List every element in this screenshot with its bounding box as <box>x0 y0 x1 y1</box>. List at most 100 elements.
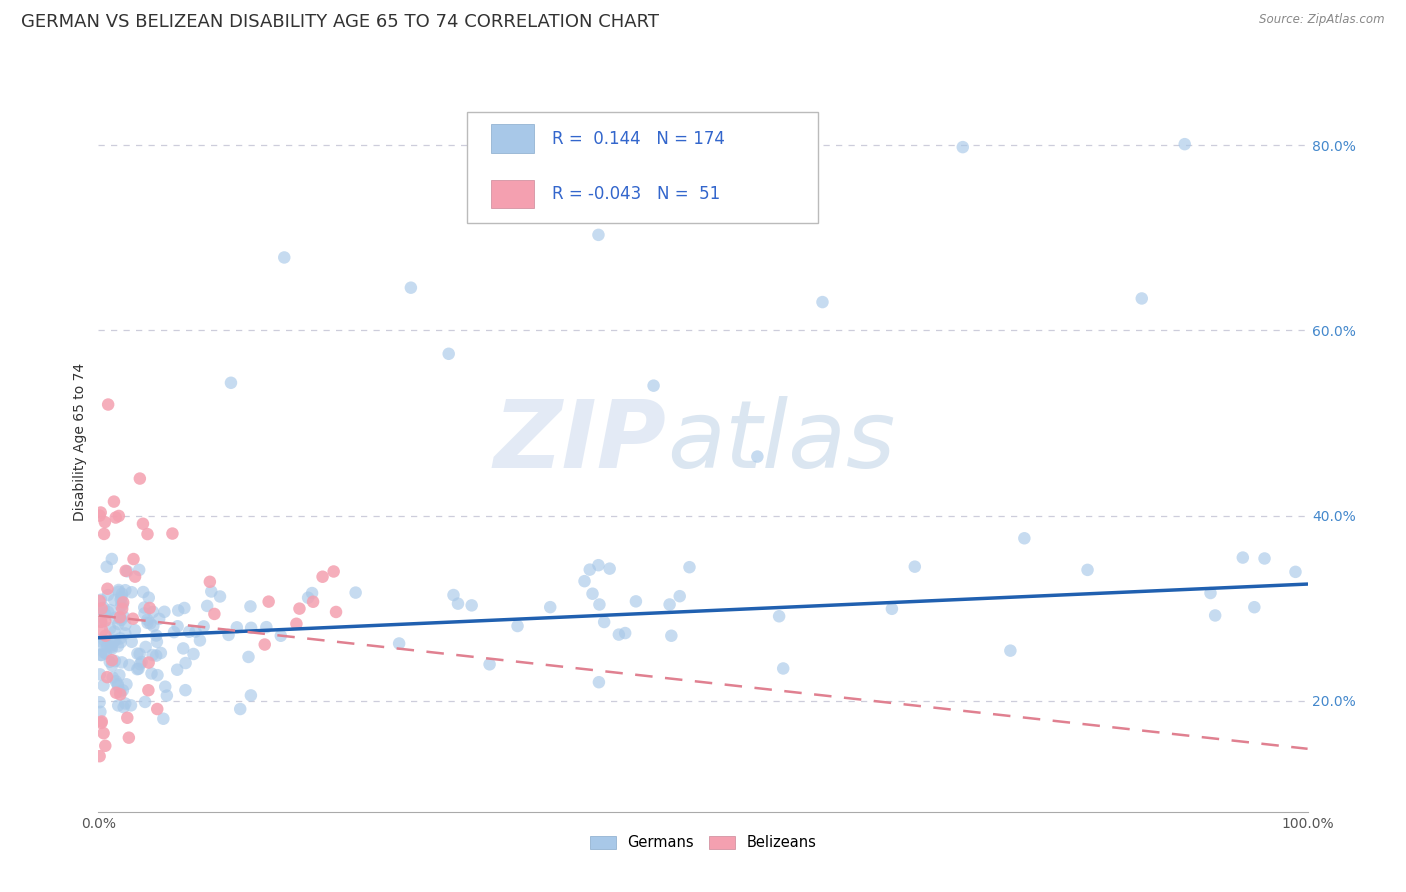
Point <box>208 590 231 604</box>
Point <box>101 653 124 667</box>
Point <box>98 603 121 617</box>
Point <box>128 647 150 661</box>
Point <box>288 601 311 615</box>
Point <box>1000 643 1022 657</box>
Point <box>135 640 157 654</box>
Point <box>285 616 308 631</box>
Point <box>1174 137 1197 152</box>
Point <box>127 647 149 661</box>
Point <box>302 595 325 609</box>
Point <box>104 674 127 689</box>
Point <box>146 702 169 716</box>
Point <box>167 603 190 617</box>
Point <box>238 649 260 664</box>
Point <box>134 600 156 615</box>
Point <box>90 714 112 729</box>
Point <box>607 627 630 641</box>
Point <box>593 615 616 629</box>
Point <box>94 646 117 660</box>
Point <box>136 527 159 541</box>
Point <box>325 605 347 619</box>
Point <box>588 227 610 242</box>
Point <box>311 570 333 584</box>
Point <box>273 251 295 265</box>
Point <box>322 565 344 579</box>
Point <box>93 633 115 648</box>
Point <box>97 605 120 619</box>
Point <box>118 657 141 672</box>
Text: R =  0.144   N = 174: R = 0.144 N = 174 <box>551 129 724 147</box>
Point <box>90 506 112 520</box>
Point <box>139 616 162 631</box>
Point <box>90 716 112 731</box>
Point <box>114 617 136 632</box>
Point <box>114 626 136 640</box>
Point <box>198 574 221 589</box>
Point <box>110 635 132 649</box>
Text: Source: ZipAtlas.com: Source: ZipAtlas.com <box>1260 13 1385 27</box>
Point <box>104 654 127 668</box>
Point <box>588 558 610 573</box>
Point <box>108 610 131 624</box>
Point <box>239 689 262 703</box>
Point <box>136 615 159 630</box>
Y-axis label: Disability Age 65 to 74: Disability Age 65 to 74 <box>73 362 87 521</box>
Text: R = -0.043   N =  51: R = -0.043 N = 51 <box>551 185 720 203</box>
Point <box>772 661 794 675</box>
Point <box>111 656 134 670</box>
Point <box>110 632 132 646</box>
Point <box>138 656 160 670</box>
Point <box>478 657 501 672</box>
Point <box>145 648 167 663</box>
Point <box>141 666 163 681</box>
Point <box>93 726 115 740</box>
Point <box>97 588 120 602</box>
Point <box>107 698 129 713</box>
Point <box>148 612 170 626</box>
Point <box>112 700 135 714</box>
Point <box>122 612 145 626</box>
Point <box>153 605 176 619</box>
Point <box>98 621 121 635</box>
Point <box>904 559 927 574</box>
Point <box>120 698 142 713</box>
Point <box>240 621 263 635</box>
Point <box>643 378 665 392</box>
Point <box>155 680 177 694</box>
Point <box>131 655 153 669</box>
Point <box>1204 608 1226 623</box>
Point <box>138 683 160 698</box>
Point <box>114 583 136 598</box>
Legend: Germans, Belizeans: Germans, Belizeans <box>583 830 823 856</box>
Point <box>108 610 131 624</box>
Point <box>588 598 610 612</box>
FancyBboxPatch shape <box>467 112 818 223</box>
Point <box>658 598 681 612</box>
Point <box>98 655 121 669</box>
Point <box>1284 565 1306 579</box>
Point <box>90 638 112 652</box>
Text: atlas: atlas <box>666 396 896 487</box>
Point <box>574 574 596 589</box>
Point <box>117 564 139 578</box>
Point <box>188 633 211 648</box>
Point <box>89 695 111 709</box>
Point <box>128 662 150 676</box>
Point <box>172 641 194 656</box>
Point <box>239 599 262 614</box>
Point <box>111 598 134 612</box>
Point <box>110 592 132 607</box>
Point <box>1014 531 1036 545</box>
Point <box>110 591 132 605</box>
Point <box>146 668 169 682</box>
Point <box>107 639 129 653</box>
Point <box>146 634 169 648</box>
Point <box>1130 292 1153 306</box>
Point <box>107 584 129 599</box>
Point <box>132 585 155 599</box>
Point <box>599 561 621 575</box>
Point <box>952 140 974 154</box>
Point <box>581 587 603 601</box>
Point <box>509 178 531 193</box>
Point <box>94 607 117 621</box>
